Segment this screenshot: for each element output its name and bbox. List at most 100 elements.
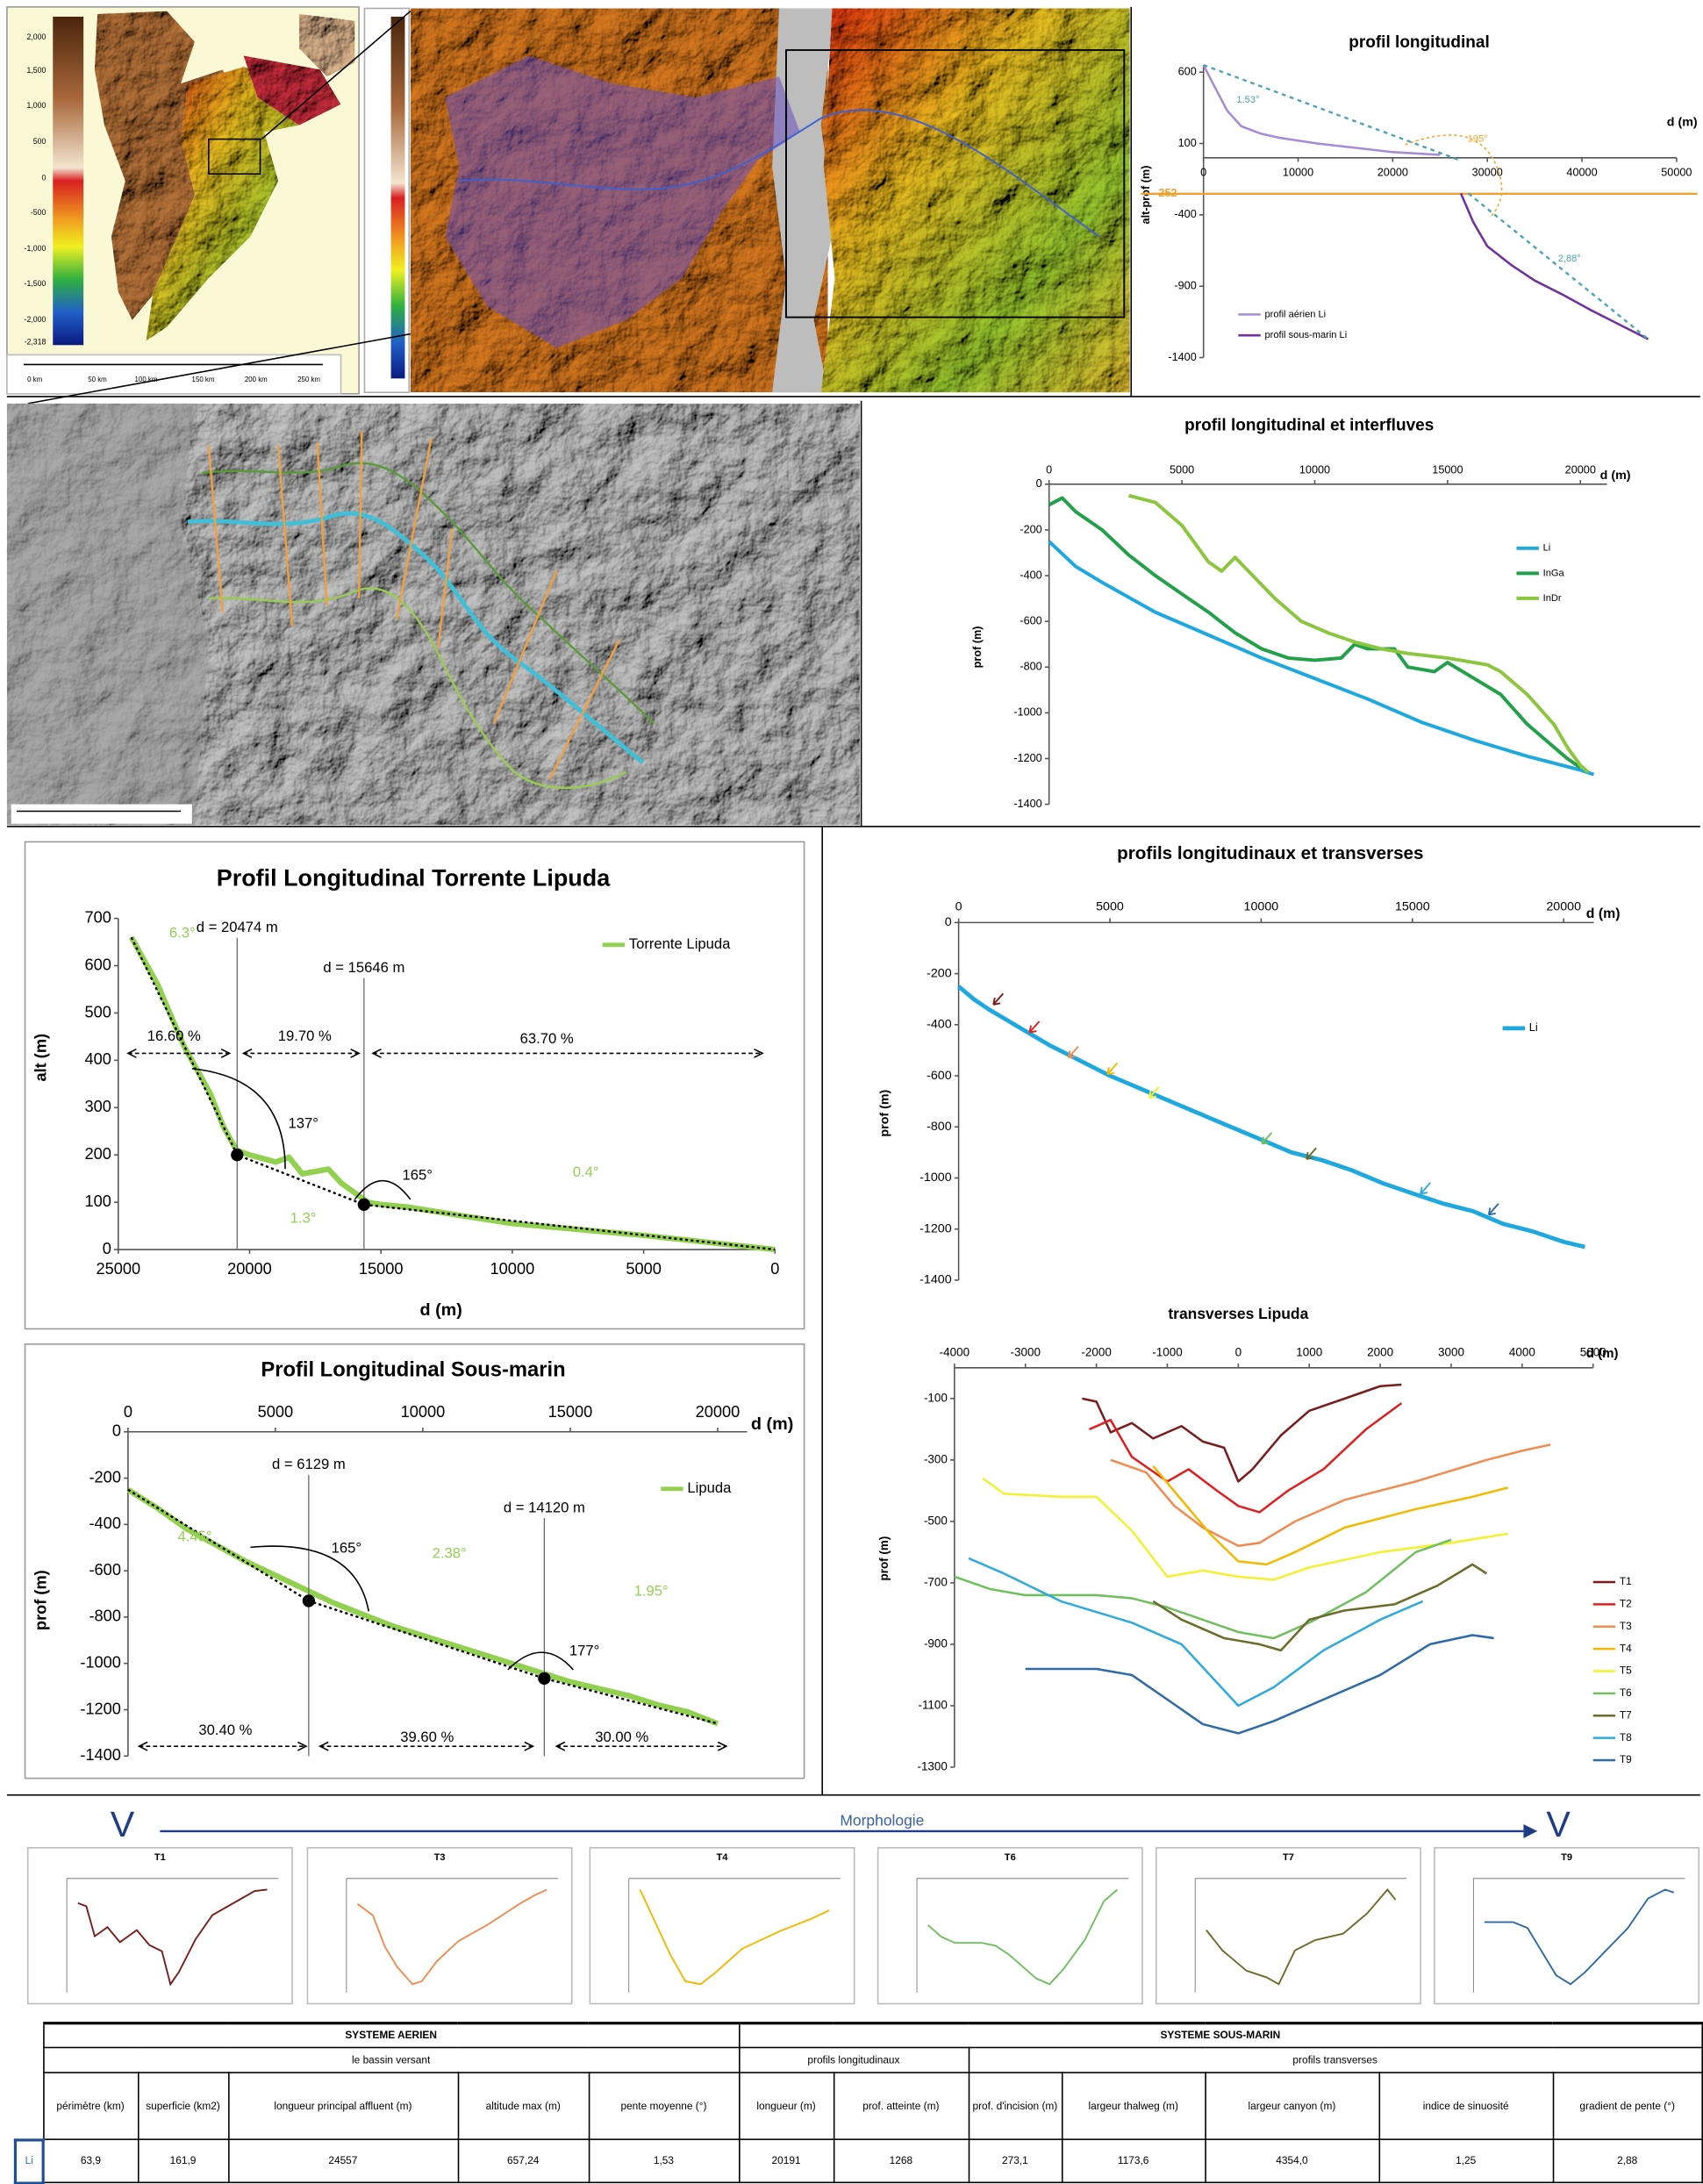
y-tick-label: 0 [1036,477,1042,490]
trend-line [130,936,776,1251]
table-header: prof. d'incision (m) [967,2072,1063,2140]
x-tick-label: 20000 [1565,463,1596,476]
transect-arrow [1067,1045,1079,1059]
hillshade-shadow [6,403,209,826]
zoom-link [27,333,411,405]
x-tick-label: 10000 [1283,167,1313,179]
x-tick-label: 20000 [227,1259,272,1278]
colorbar-label: -1,500 [25,279,47,288]
table-cell: 1268 [833,2138,970,2184]
y-tick-label: -400 [89,1514,120,1532]
y-axis-label: prof (m) [971,626,984,668]
colorbar-label: 1,500 [27,66,47,75]
legend-label: T5 [1620,1665,1632,1677]
x-axis-label: d (m) [1667,115,1698,129]
y-tick-label: -1000 [919,1171,952,1185]
legend-label: T7 [1620,1708,1632,1721]
table-group: SYSTEME AERIEN [42,2022,740,2049]
table-header: pente moyenne (°) [587,2072,740,2140]
x-tick-label: 5000 [258,1402,294,1421]
colorbar-label: 500 [33,137,47,146]
x-tick-label: 20000 [1546,900,1581,914]
transect-arrow [1028,1020,1041,1034]
marker-label: d = 20474 m [197,919,278,935]
series-line [1025,1634,1494,1735]
x-tick-label: 0 [770,1259,779,1278]
thumbnail-title: T6 [1005,1852,1016,1863]
y-axis-label: prof (m) [31,1570,49,1630]
thumbnail-frame [877,1847,1143,2005]
series-line [1082,1383,1402,1483]
y-tick-label: -400 [1020,569,1041,581]
scale-bar-box [11,804,192,824]
series-line [1459,192,1649,340]
x-tick-label: 5000 [1580,1346,1606,1359]
transect-arrow [1148,1085,1160,1099]
thumbnail-frame [1155,1847,1421,2005]
marker-label: d = 14120 m [504,1499,585,1515]
thumbnail-line [639,1889,830,1986]
annotation: 2.38° [433,1545,467,1562]
legend-label: T6 [1620,1686,1632,1699]
y-tick-label: -400 [927,1018,952,1032]
transect-arrow [1487,1203,1499,1216]
angle-arc [191,1068,286,1170]
x-tick-label: 0 [955,900,962,914]
y-tick-label: 300 [84,1097,111,1115]
colorbar-label: -2,000 [25,315,47,324]
scale-label: 100 km [135,376,158,383]
zoom-box [208,138,261,175]
legend-label: T8 [1620,1731,1632,1744]
series-line [954,1538,1452,1640]
x-axis-label: d (m) [419,1300,462,1320]
transect-arrow [1306,1147,1317,1160]
bathymetry-relief [820,8,1130,393]
annotation: 30.00 % [595,1729,648,1745]
y-tick-label: 0 [103,1239,111,1257]
y-axis-label: prof (m) [877,1089,891,1136]
table-cell: 2,88 [1552,2138,1703,2184]
transect-arrow [1420,1182,1431,1195]
scale-bar-box [6,354,342,395]
series-line [126,1487,719,1727]
annotation: 4.45° [177,1529,211,1545]
colorbar-label: 0 [41,173,46,182]
table-subgroup-row: le bassin versant profils longitudinaux pr… [15,2046,1703,2073]
x-tick-label: 0 [1235,1346,1242,1359]
y-tick-label: -1200 [1013,752,1041,764]
series-line [1128,493,1590,774]
legend-label: Li [1529,1021,1538,1034]
transect-arrow [992,992,1005,1006]
table-cell: 1,53 [587,2138,740,2184]
annotation: 1.3° [290,1210,317,1227]
annotation: 177° [569,1643,599,1659]
series-line [957,985,1585,1250]
table-cell: 273,1 [967,2138,1063,2184]
y-tick-label: -1400 [80,1745,121,1764]
chart-frame [24,841,805,1330]
table-header-row: périmètre (km) superficie (km2) longueur p… [15,2072,1703,2140]
table-row: Li 63,9 161,9 24557 657,24 1,53 20191 1268 273,1… [13,2137,1703,2184]
bathymetry-relief [146,67,313,341]
legend-label: T1 [1620,1575,1632,1587]
transect-map [6,403,861,826]
breakpoint [231,1149,244,1162]
thumbnail-frame [26,1847,293,2005]
arrow-head [1523,1823,1538,1838]
series-line [1202,64,1441,156]
y-tick-label: -200 [89,1467,120,1486]
x-tick-label: 0 [1200,167,1206,179]
span-arrow-head [555,1741,728,1751]
table-header: longueur (m) [738,2072,834,2140]
y-tick-label: 600 [84,955,111,973]
y-tick-label: -500 [924,1514,948,1527]
trend-line [1203,63,1460,161]
x-tick-label: 20000 [696,1402,741,1421]
y-tick-label: -700 [924,1575,948,1588]
trend-line [127,1488,719,1725]
thumbnail-line [1485,1888,1674,1986]
x-axis-label: d (m) [1586,1346,1619,1361]
x-tick-label: 25000 [96,1259,140,1278]
thumbnail-frame [1434,1847,1700,2005]
trend-line [1467,192,1649,340]
